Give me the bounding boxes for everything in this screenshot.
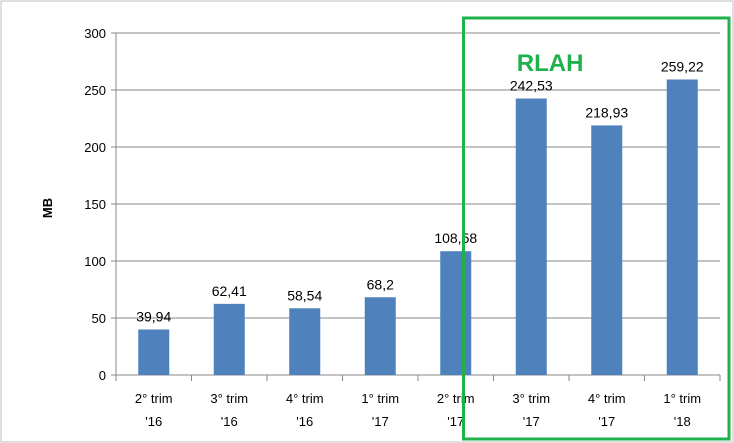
bars [138,79,698,375]
x-tick-label: 3° trim [210,391,248,406]
tick-labels: 0 50 100 150 200 250 300 2° trim '16 3° trim '16 4°… [84,26,701,429]
x-tick-label: 1° trim [663,391,701,406]
highlight-label: RLAH [517,50,584,77]
bar [666,79,698,375]
x-tick-label: '16 [145,414,162,429]
bar [213,303,245,375]
y-tick-label: 0 [99,368,106,383]
x-tick-label: 4° trim [588,391,626,406]
data-label: 242,53 [510,78,553,94]
y-tick-label: 50 [92,311,106,326]
highlight-box [462,16,731,441]
bar [591,125,623,375]
data-label: 39,94 [136,308,171,324]
x-tick-label: 4° trim [286,391,324,406]
x-tick-label: '18 [674,414,691,429]
bar [515,98,547,375]
y-tick-label: 200 [84,140,106,155]
x-tick-label: '17 [447,414,464,429]
bar [138,329,170,375]
x-tick-label: 2° trim [135,391,173,406]
bar [440,251,472,375]
x-tick-label: '17 [523,414,540,429]
x-tick-label: 1° trim [361,391,399,406]
y-tick-label: 300 [84,26,106,41]
y-tick-label: 100 [84,254,106,269]
x-tick-label: '16 [221,414,238,429]
y-axis-label: MB [40,198,55,218]
data-label: 259,22 [661,58,704,74]
data-label: 68,2 [367,276,394,292]
x-tick-label: '17 [598,414,615,429]
bar [364,297,396,375]
x-tick-label: '16 [296,414,313,429]
x-tick-label: 2° trim [437,391,475,406]
y-tick-label: 250 [84,83,106,98]
x-tick-label: '17 [372,414,389,429]
data-label: 218,93 [585,104,628,120]
x-tick-label: 3° trim [512,391,550,406]
data-labels: 39,94 62,41 58,54 68,2 108,58 242,53 218,93 259… [136,58,704,324]
bar [289,308,321,375]
y-tick-label: 150 [84,197,106,212]
data-label: 58,54 [287,287,322,303]
data-label: 108,58 [434,230,477,246]
data-label: 62,41 [212,283,247,299]
